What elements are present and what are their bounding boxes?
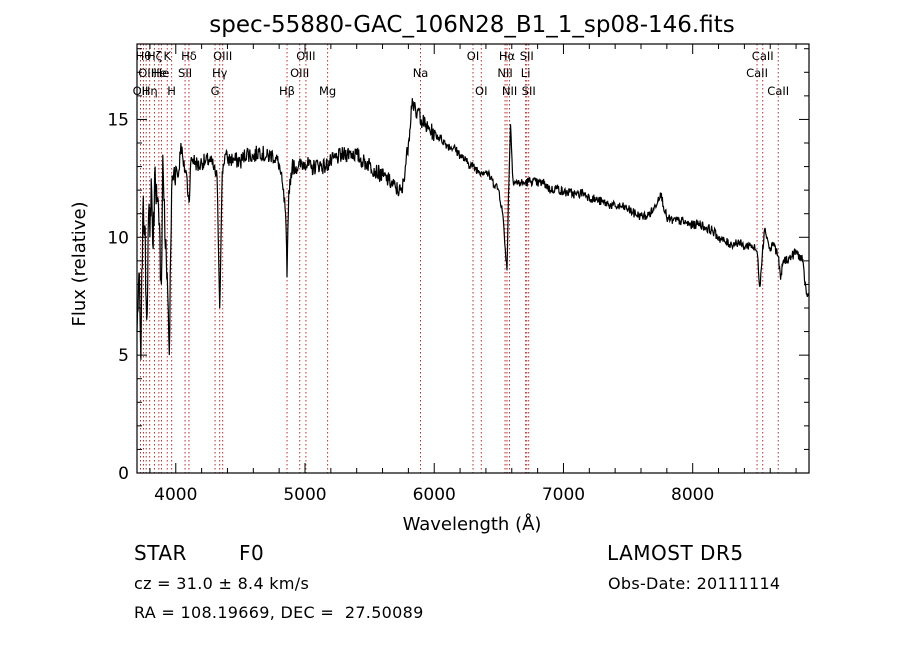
- line-label: SII: [520, 49, 534, 63]
- line-label: G: [211, 84, 220, 98]
- emission-line-labels: OIIHθOIIHηHζHeHeKHSIIHδGHγOIIIHβOIIIOIII…: [133, 49, 790, 98]
- line-label: Hβ: [279, 84, 295, 98]
- line-label: OI: [475, 84, 487, 98]
- observation-date: Obs-Date: 20111114: [608, 574, 781, 593]
- line-label: Hα: [499, 49, 516, 63]
- y-axis-label: Flux (relative): [69, 201, 90, 326]
- redshift-readout: cz = 31.0 ± 8.4 km/s: [134, 574, 310, 593]
- line-label: OIII: [290, 66, 309, 80]
- survey-name: LAMOST DR5: [607, 541, 744, 565]
- x-tick-label: 8000: [671, 485, 714, 505]
- line-label: Hζ: [147, 49, 162, 63]
- line-label: Hδ: [181, 49, 197, 63]
- line-label: OI: [467, 49, 479, 63]
- line-label: SII: [178, 66, 192, 80]
- line-label: CaII: [752, 49, 774, 63]
- y-tick-label: 5: [118, 346, 129, 366]
- line-label: NII: [497, 66, 512, 80]
- line-label: NII: [502, 84, 517, 98]
- plot-frame: [136, 43, 810, 474]
- line-label: Hθ: [136, 49, 152, 63]
- line-label: CaII: [746, 66, 768, 80]
- flux-series-line: [136, 98, 810, 360]
- object-class: STAR: [134, 541, 187, 565]
- sky-coordinates: RA = 108.19669, DEC = 27.50089: [134, 603, 424, 622]
- line-label: OII: [138, 66, 154, 80]
- x-tick-label: 5000: [283, 485, 326, 505]
- object-subclass: F0: [239, 541, 265, 565]
- line-label: H: [167, 84, 176, 98]
- x-tick-label: 6000: [413, 485, 456, 505]
- x-axis: 4000 5000 6000 7000 8000: [149, 44, 797, 505]
- line-label: CaII: [767, 84, 789, 98]
- emission-line-markers: [139, 44, 779, 473]
- line-label: Hγ: [212, 66, 228, 80]
- x-tick-label: 4000: [154, 485, 197, 505]
- line-label: He: [154, 66, 170, 80]
- line-label: Hη: [142, 84, 158, 98]
- y-tick-label: 10: [107, 228, 129, 248]
- line-label: OIII: [213, 49, 232, 63]
- y-axis: 0 5 10 15: [107, 48, 809, 484]
- y-tick-label: 0: [118, 464, 129, 484]
- line-label: Li: [521, 66, 531, 80]
- line-label: SII: [522, 84, 536, 98]
- y-tick-label: 15: [107, 110, 129, 130]
- line-label: Mg: [319, 84, 336, 98]
- line-label: OIII: [296, 49, 315, 63]
- line-label: Na: [413, 66, 429, 80]
- x-tick-label: 7000: [542, 485, 585, 505]
- line-label: K: [163, 49, 171, 63]
- line-label: He: [151, 66, 167, 80]
- x-axis-label: Wavelength (Å): [403, 513, 542, 535]
- chart-title: spec-55880-GAC_106N28_B1_1_sp08-146.fits: [209, 12, 734, 38]
